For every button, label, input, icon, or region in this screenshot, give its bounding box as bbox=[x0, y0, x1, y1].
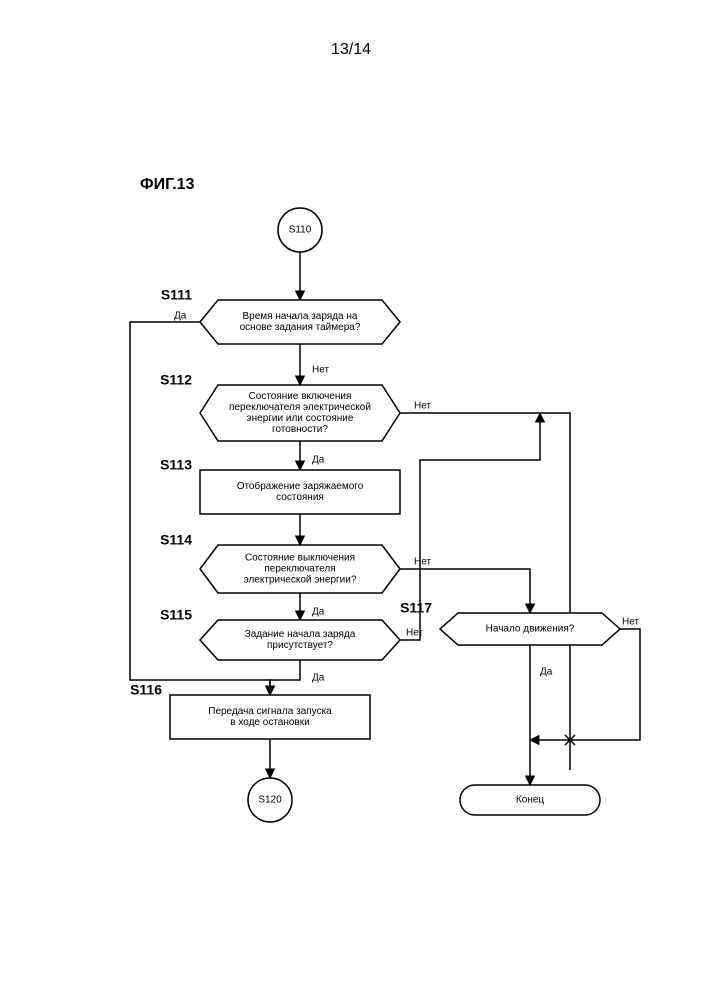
svg-text:S113: S113 bbox=[160, 457, 192, 473]
svg-text:энергии или состояние: энергии или состояние bbox=[247, 413, 354, 424]
svg-text:Задание начала заряда: Задание начала заряда bbox=[245, 629, 356, 640]
svg-text:Нет: Нет bbox=[414, 557, 431, 568]
svg-text:состояния: состояния bbox=[276, 492, 324, 503]
svg-text:S116: S116 bbox=[130, 682, 162, 698]
svg-text:S120: S120 bbox=[258, 795, 282, 806]
svg-text:готовности?: готовности? bbox=[272, 424, 328, 435]
svg-text:Передача сигнала запуска: Передача сигнала запуска bbox=[208, 706, 332, 717]
svg-text:Состояние выключения: Состояние выключения bbox=[245, 553, 355, 564]
svg-text:S112: S112 bbox=[160, 372, 192, 388]
svg-text:Отображение заряжаемого: Отображение заряжаемого bbox=[237, 480, 364, 492]
svg-text:основе задания таймера?: основе задания таймера? bbox=[240, 322, 361, 333]
svg-text:в ходе остановки: в ходе остановки bbox=[230, 717, 309, 728]
svg-text:ФИГ.13: ФИГ.13 bbox=[140, 176, 195, 193]
svg-text:переключателя электрической: переключателя электрической bbox=[229, 402, 371, 413]
svg-text:S115: S115 bbox=[160, 607, 192, 623]
svg-text:Да: Да bbox=[312, 673, 325, 684]
svg-text:Состояние включения: Состояние включения bbox=[249, 391, 352, 402]
svg-text:Нет: Нет bbox=[414, 401, 431, 412]
svg-text:Время начала заряда на: Время начала заряда на bbox=[243, 311, 358, 322]
svg-text:Нет: Нет bbox=[622, 617, 639, 628]
svg-text:S110: S110 bbox=[289, 225, 312, 236]
svg-text:Да: Да bbox=[312, 607, 325, 618]
svg-text:электрической энергии?: электрической энергии? bbox=[244, 575, 357, 586]
svg-text:Да: Да bbox=[174, 311, 187, 322]
svg-text:Да: Да bbox=[312, 455, 325, 466]
svg-text:S111: S111 bbox=[161, 287, 192, 303]
svg-text:S114: S114 bbox=[160, 532, 192, 548]
svg-text:присутствует?: присутствует? bbox=[267, 640, 333, 651]
svg-text:S117: S117 bbox=[400, 600, 432, 616]
svg-text:Да: Да bbox=[540, 667, 553, 678]
svg-text:переключателя: переключателя bbox=[264, 564, 335, 575]
svg-text:Начало движения?: Начало движения? bbox=[486, 624, 575, 635]
svg-text:Нет: Нет bbox=[406, 628, 423, 639]
svg-text:Нет: Нет bbox=[312, 365, 329, 376]
svg-text:Конец: Конец bbox=[516, 795, 544, 806]
svg-text:13/14: 13/14 bbox=[331, 41, 371, 58]
